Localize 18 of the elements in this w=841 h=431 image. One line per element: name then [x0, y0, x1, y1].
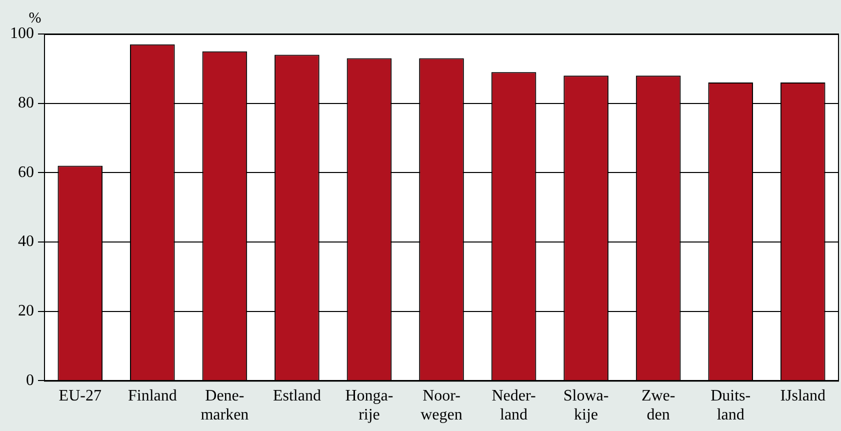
- x-tick-label: Finland: [128, 387, 177, 404]
- x-tick-label: Dene- marken: [200, 387, 249, 424]
- y-tick-label: 20: [18, 302, 34, 320]
- y-tick-label: 0: [26, 372, 34, 389]
- y-tick-label: 100: [10, 25, 34, 42]
- x-tick-label: Zwe- den: [641, 387, 676, 424]
- x-tick-label: Honga- rije: [345, 387, 394, 424]
- x-tick-label: Estland: [272, 387, 321, 404]
- x-tick-label: Neder- land: [492, 387, 536, 424]
- y-tick-label: 60: [18, 164, 34, 181]
- x-tick-label: Duits- land: [710, 387, 751, 424]
- x-tick-label: EU-27: [58, 387, 102, 404]
- x-tick-label: Slowa- kije: [563, 387, 609, 424]
- x-tick-label: Noor- wegen: [420, 387, 462, 424]
- y-tick-label: 80: [18, 94, 34, 112]
- y-axis-title: %: [28, 10, 42, 26]
- y-tick-label: 40: [18, 233, 34, 250]
- x-tick-label: IJsland: [780, 387, 826, 404]
